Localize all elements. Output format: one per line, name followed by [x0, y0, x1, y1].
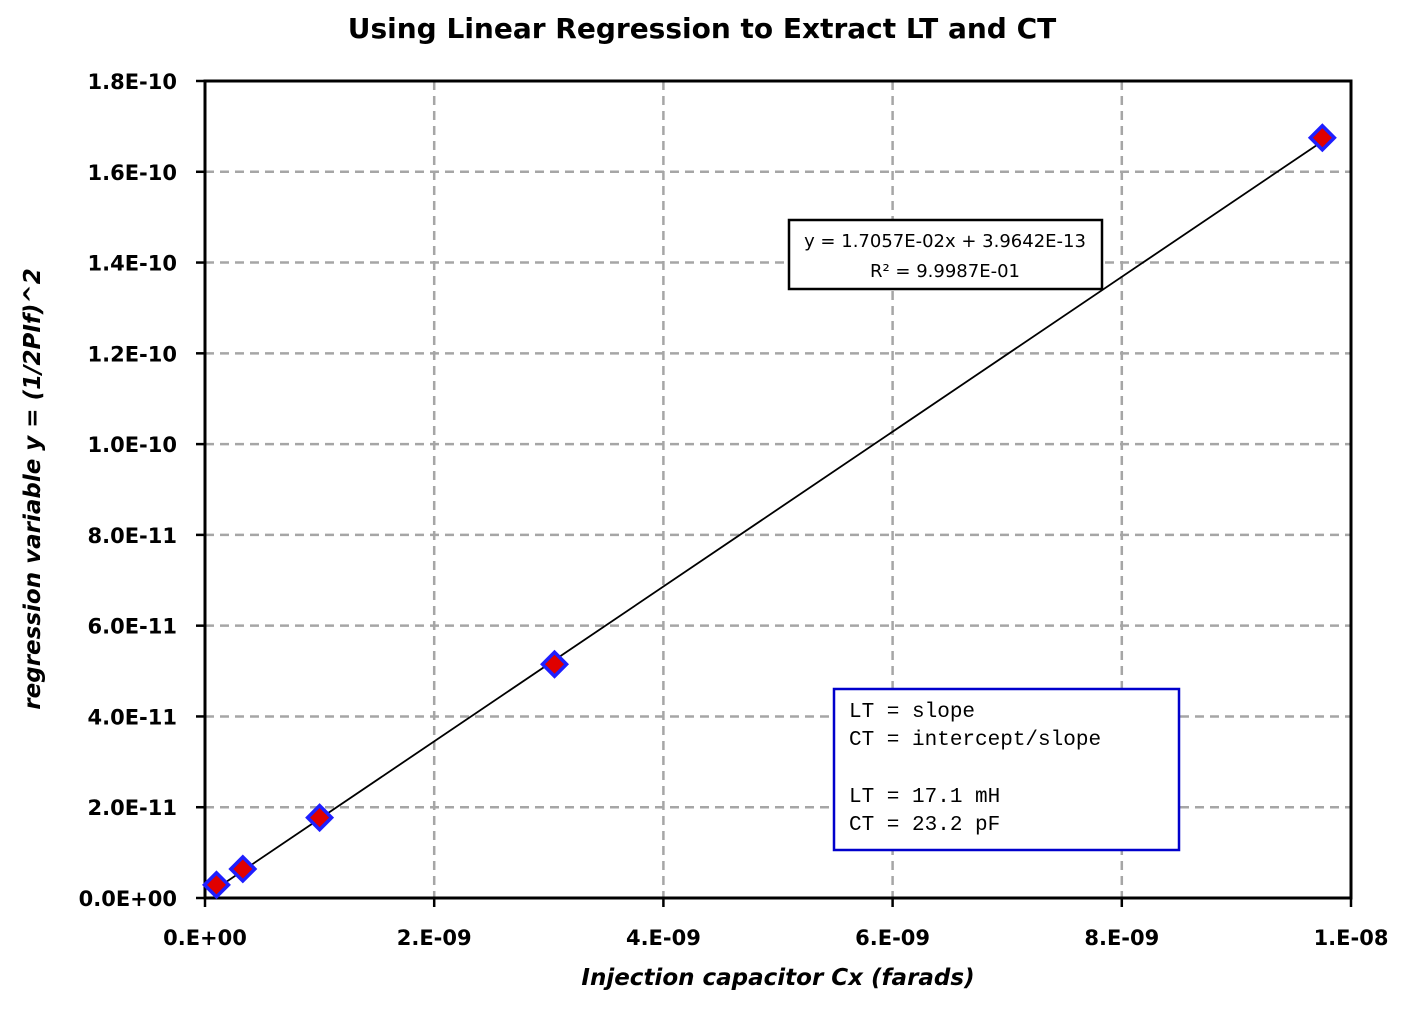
x-tick-label: 2.E-09: [397, 926, 472, 950]
x-tick-label: 8.E-09: [1084, 926, 1159, 950]
data-point: [305, 803, 335, 833]
y-tick-label: 6.0E-11: [88, 615, 178, 639]
x-tick-label: 0.E+00: [163, 926, 247, 950]
y-tick-label: 2.0E-11: [88, 796, 178, 820]
data-point: [201, 870, 231, 900]
data-point: [1307, 123, 1337, 153]
y-tick-label: 1.2E-10: [88, 342, 178, 366]
plot-area: [203, 79, 1353, 900]
y-tick-label: 1.0E-10: [88, 433, 178, 457]
x-tick-label: 4.E-09: [626, 926, 701, 950]
annotation-line-2: CT = intercept/slope: [849, 729, 1101, 752]
y-tick-label: 1.4E-10: [88, 252, 178, 276]
data-point: [540, 649, 570, 679]
y-axis-label: regression variable y = (1/2PIf)^2: [20, 268, 46, 709]
regression-equation-box: y = 1.7057E-02x + 3.9642E-13 R² = 9.9987…: [787, 218, 1104, 291]
trendline-layer: [215, 140, 1323, 890]
annotation-box: LT = slope CT = intercept/slope LT = 17.…: [832, 687, 1181, 852]
data-point: [228, 854, 258, 884]
y-tick-label: 8.0E-11: [88, 524, 178, 548]
y-tick-label: 1.6E-10: [88, 161, 178, 185]
x-tick-label: 1.E-08: [1314, 926, 1389, 950]
y-tick-label: 1.8E-10: [88, 70, 178, 94]
y-tick-label: 4.0E-11: [88, 705, 178, 729]
trendline: [215, 140, 1323, 890]
annotation-line-1: LT = slope: [849, 701, 975, 724]
chart-title: Using Linear Regression to Extract LT an…: [348, 12, 1056, 45]
data-points: [201, 123, 1337, 900]
annotation-line-4: LT = 17.1 mH: [849, 786, 1000, 809]
annotation-line-5: CT = 23.2 pF: [849, 814, 1000, 837]
x-tick-label: 6.E-09: [855, 926, 930, 950]
regression-equation: y = 1.7057E-02x + 3.9642E-13: [804, 231, 1086, 252]
y-tick-label: 0.0E+00: [79, 887, 177, 911]
axis-ticks: 0.E+00 2.E-09 4.E-09 6.E-09 8.E-09 1.E-08 0.0E…: [79, 70, 1389, 950]
r-squared-label: R² = 9.9987E-01: [870, 261, 1020, 282]
grid: [205, 81, 1351, 898]
x-axis-label: Injection capacitor Cx (farads): [581, 965, 974, 991]
